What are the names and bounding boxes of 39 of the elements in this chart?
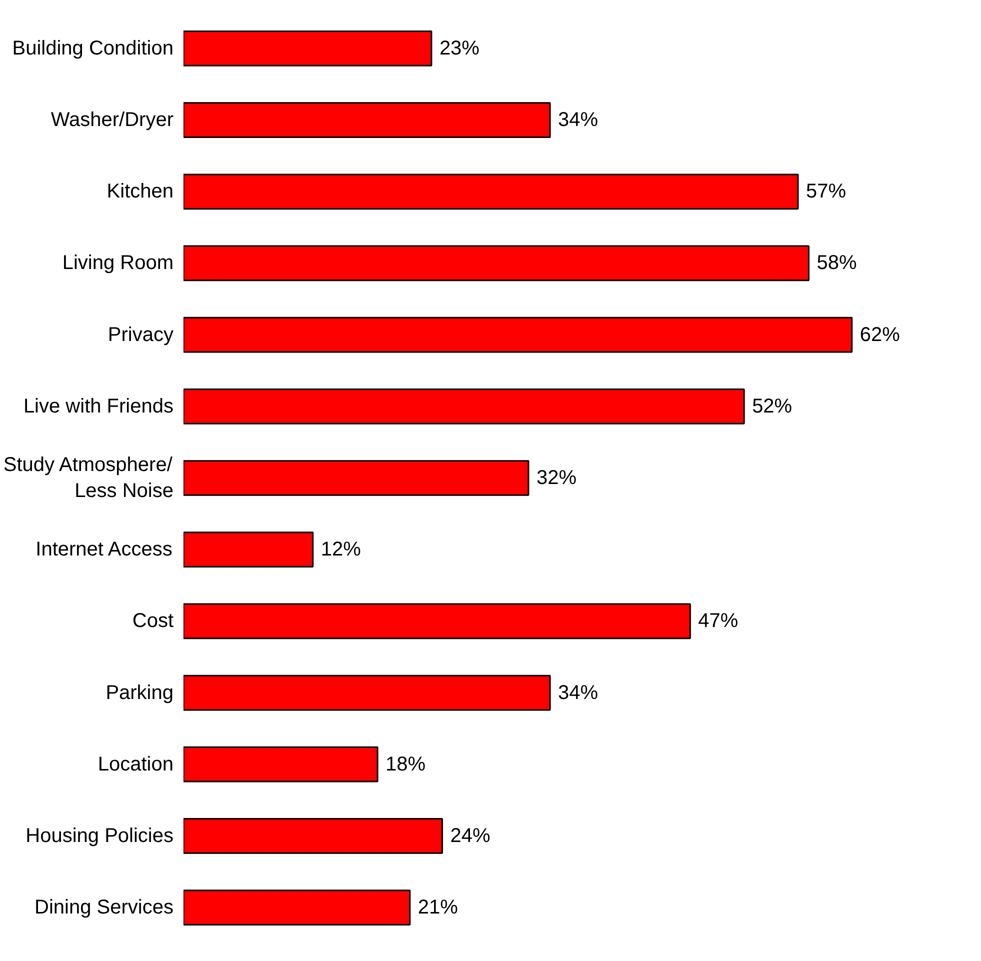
- bar: [184, 532, 314, 568]
- bar: [184, 102, 551, 138]
- y-tick-label: Privacy: [108, 324, 174, 346]
- y-tick-label: Parking: [106, 682, 174, 704]
- y-tick-label: Kitchen: [106, 180, 174, 203]
- data-label: 58%: [816, 252, 857, 274]
- bar: [184, 818, 443, 854]
- bar: [184, 30, 432, 66]
- y-tick-label: Building Condition: [12, 37, 174, 60]
- bar: [184, 245, 810, 282]
- data-label: 34%: [558, 109, 598, 132]
- bar: [184, 603, 691, 640]
- bar: [184, 890, 411, 926]
- data-label: 23%: [439, 37, 480, 60]
- bar: [184, 674, 551, 711]
- y-tick-label: Dining Services: [34, 896, 174, 919]
- data-label: 24%: [450, 824, 490, 847]
- bar: [184, 316, 853, 353]
- y-tick-label: Housing Policies: [26, 824, 174, 847]
- data-label: 12%: [320, 538, 362, 561]
- y-tick-label: Location: [98, 753, 174, 776]
- data-label: 18%: [386, 753, 426, 776]
- bar: [184, 388, 745, 424]
- data-label: 57%: [806, 180, 846, 203]
- y-tick-label: Cost: [132, 610, 174, 632]
- y-tick-label: Washer/Dryer: [50, 109, 174, 132]
- data-label: 62%: [860, 324, 900, 346]
- bar: [184, 460, 530, 496]
- data-label: 21%: [418, 896, 458, 919]
- data-label: 47%: [698, 610, 738, 632]
- bar: [184, 174, 799, 210]
- y-tick-label: Living Room: [62, 252, 174, 274]
- y-tick-label: Internet Access: [36, 538, 172, 561]
- y-tick-label: Live with Friends: [23, 395, 174, 418]
- y-tick-label: Study Atmosphere/ Less Noise: [3, 454, 174, 502]
- bar: [184, 746, 378, 782]
- data-label: 32%: [536, 467, 577, 489]
- data-label: 52%: [752, 395, 792, 418]
- data-label: 34%: [558, 682, 598, 704]
